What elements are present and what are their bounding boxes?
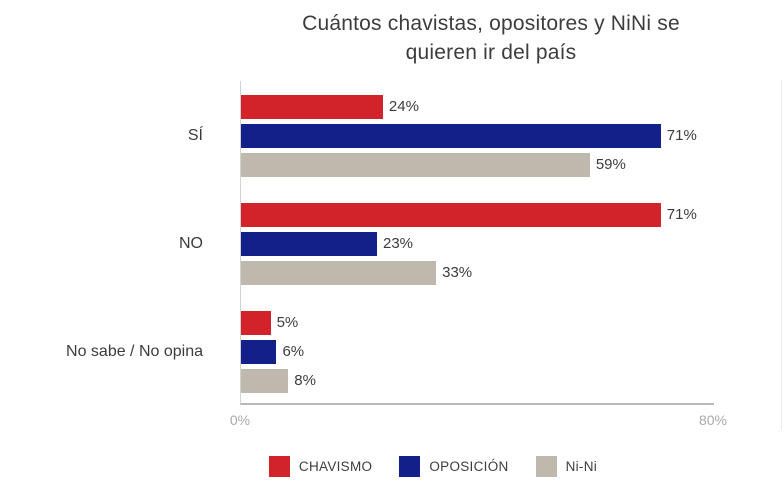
bar-value-label: 8%: [294, 372, 316, 389]
bar-value-label: 71%: [666, 127, 697, 144]
legend-swatch-ni-ni: [535, 456, 557, 477]
x-tick-max: 80%: [698, 412, 728, 428]
bar-chavismo-no-sabe-no-opina: [241, 311, 271, 335]
bar-value-label: 33%: [442, 264, 473, 281]
category-label-no: NO: [179, 235, 203, 252]
bar-value-label: 24%: [388, 98, 419, 115]
legend-label-ni-ni: Ni-Ni: [565, 459, 598, 474]
bar-oposicion-no: [241, 232, 377, 256]
chart-title-line1: Cuántos chavistas, opositores y NiNi se: [302, 12, 680, 35]
bar-value-label: 23%: [382, 235, 414, 252]
chart-title-line2: quieren ir del país: [405, 41, 577, 64]
category-label-si: SÍ: [187, 127, 203, 144]
frame-edge-line: [781, 80, 782, 430]
chart-title: Cuántos chavistas, opositores y NiNi se …: [199, 9, 783, 67]
legend-swatch-chavismo: [268, 456, 290, 477]
bar-value-label: 59%: [595, 156, 626, 173]
legend-label-chavismo: CHAVISMO: [298, 459, 373, 474]
bar-oposicion-no-sabe-no-opina: [241, 340, 277, 364]
legend-item-ni-ni: Ni-Ni: [535, 456, 598, 477]
bar-value-label: 6%: [282, 343, 305, 360]
legend-item-oposicion: OPOSICIÓN: [399, 456, 508, 477]
legend-swatch-oposicion: [399, 456, 421, 477]
bar-oposicion-si: [241, 124, 661, 148]
bar-ni-ni-si: [241, 153, 590, 177]
bar-ni-ni-no-sabe-no-opina: [241, 369, 289, 393]
bar-value-label: 5%: [276, 314, 299, 331]
legend-label-oposicion: OPOSICIÓN: [429, 459, 509, 474]
bar-chavismo-si: [241, 95, 383, 119]
plot-area: 24% 71% 59% 71% 23% 33% 5% 6% 8%: [240, 81, 714, 405]
category-label-no-sabe-no-opina: No sabe / No opina: [66, 343, 203, 360]
legend: CHAVISMO OPOSICIÓN Ni-Ni: [41, 456, 784, 477]
legend-item-chavismo: CHAVISMO: [268, 456, 373, 477]
bar-chavismo-no: [241, 203, 661, 227]
bar-value-label: 71%: [666, 206, 697, 223]
x-tick-min: 0%: [229, 412, 251, 428]
bar-ni-ni-no: [241, 261, 437, 285]
